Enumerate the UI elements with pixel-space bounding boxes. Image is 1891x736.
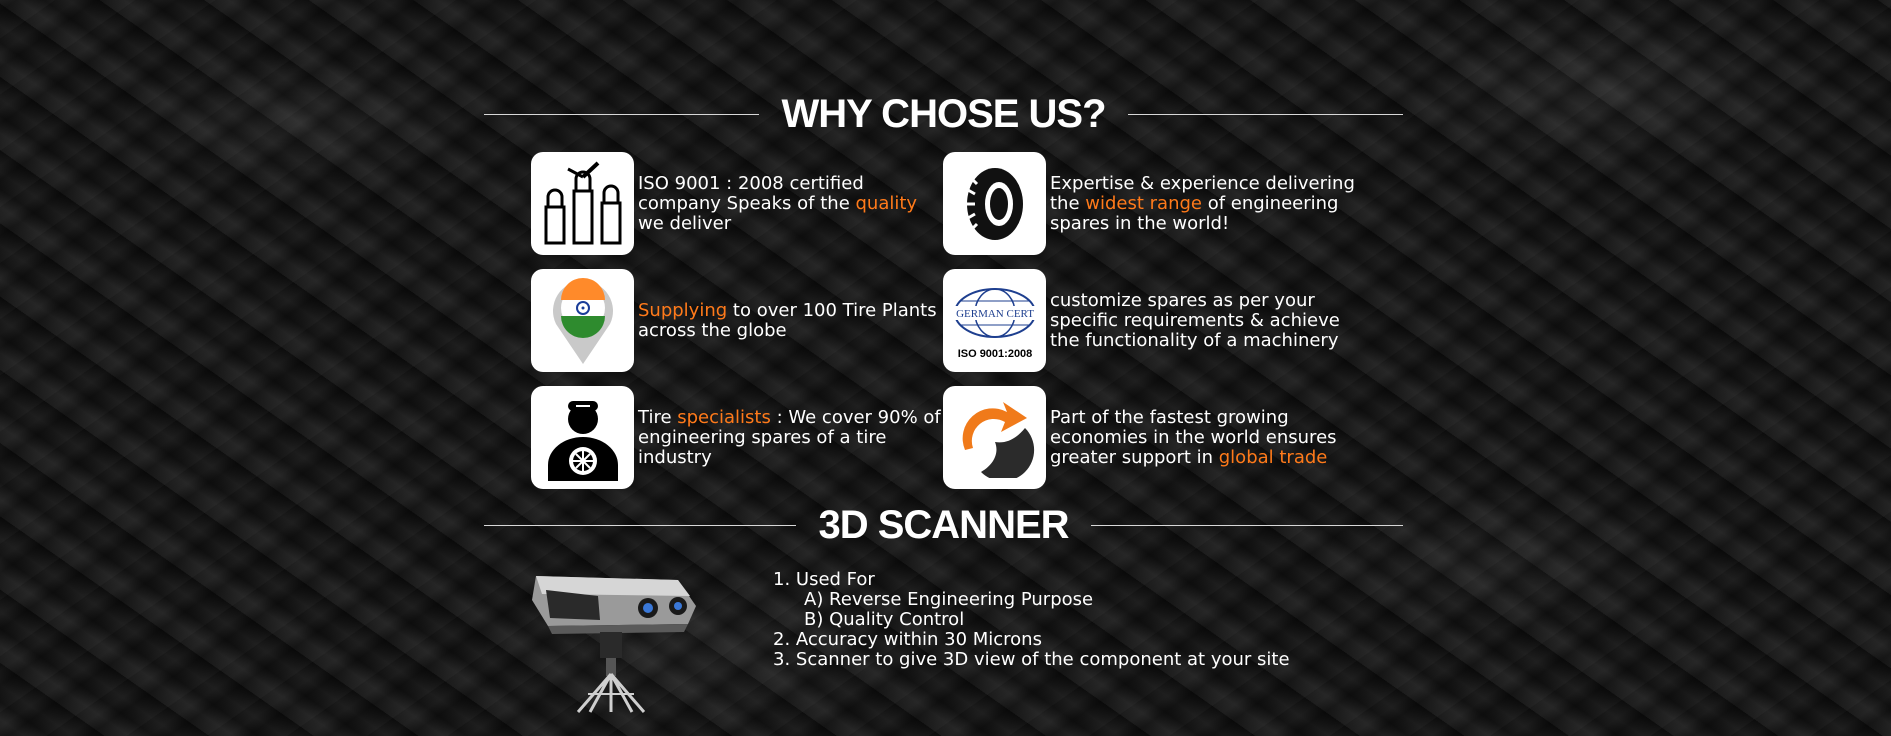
list-item: 3. Scanner to give 3D view of the compon… xyxy=(773,649,1290,670)
raised-fists-icon xyxy=(531,152,634,255)
feature-quality: ISO 9001 : 2008 certified company Speaks… xyxy=(531,152,917,255)
feature-text: ISO 9001 : 2008 certified company Speaks… xyxy=(638,172,918,234)
list-item: 2. Accuracy within 30 Microns xyxy=(773,629,1042,650)
feature-supplying: Supplying to over 100 Tire Plants across… xyxy=(531,269,937,372)
tire-icon xyxy=(943,152,1046,255)
feature-text: Part of the fastest growing economies in… xyxy=(1050,406,1337,468)
3d-scanner-icon xyxy=(528,566,698,714)
feature-customize: GERMAN CERT ISO 9001:2008 customize spar… xyxy=(943,269,1340,372)
why-section-title: WHY CHOSE US? xyxy=(781,92,1106,136)
feature-widest-range: Expertise & experience delivering the wi… xyxy=(943,152,1355,255)
scanner-section-title: 3D SCANNER xyxy=(818,503,1069,547)
heading-rule-left xyxy=(484,525,797,526)
heading-rule-left xyxy=(484,114,760,115)
list-item: A) Reverse Engineering Purpose xyxy=(804,589,1094,610)
feature-specialists: Tire specialists : We cover 90% of engin… xyxy=(531,386,941,489)
feature-text: Supplying to over 100 Tire Plants across… xyxy=(638,299,937,341)
iso-label: ISO 9001:2008 xyxy=(957,348,1032,360)
feature-global-trade: Part of the fastest growing economies in… xyxy=(943,386,1337,489)
feature-text: Expertise & experience delivering the wi… xyxy=(1050,172,1355,234)
scanner-feature-list: 1. Used For A) Reverse Engineering Purpo… xyxy=(773,570,1290,670)
growth-arrow-icon xyxy=(943,386,1046,489)
why-section-heading: WHY CHOSE US? xyxy=(484,92,1404,137)
heading-rule-right xyxy=(1127,114,1404,115)
german-cert-label: GERMAN CERT xyxy=(956,308,1034,320)
list-item: 1. Used For xyxy=(773,569,875,590)
mechanic-icon xyxy=(531,386,634,489)
india-map-pin-icon xyxy=(531,269,634,372)
heading-rule-right xyxy=(1090,525,1404,526)
list-item: B) Quality Control xyxy=(804,609,965,630)
feature-text: Tire specialists : We cover 90% of engin… xyxy=(638,406,941,468)
scanner-section-heading: 3D SCANNER xyxy=(484,503,1404,548)
german-cert-iso-icon: GERMAN CERT ISO 9001:2008 xyxy=(943,269,1046,372)
feature-text: customize spares as per your specific re… xyxy=(1050,289,1340,351)
